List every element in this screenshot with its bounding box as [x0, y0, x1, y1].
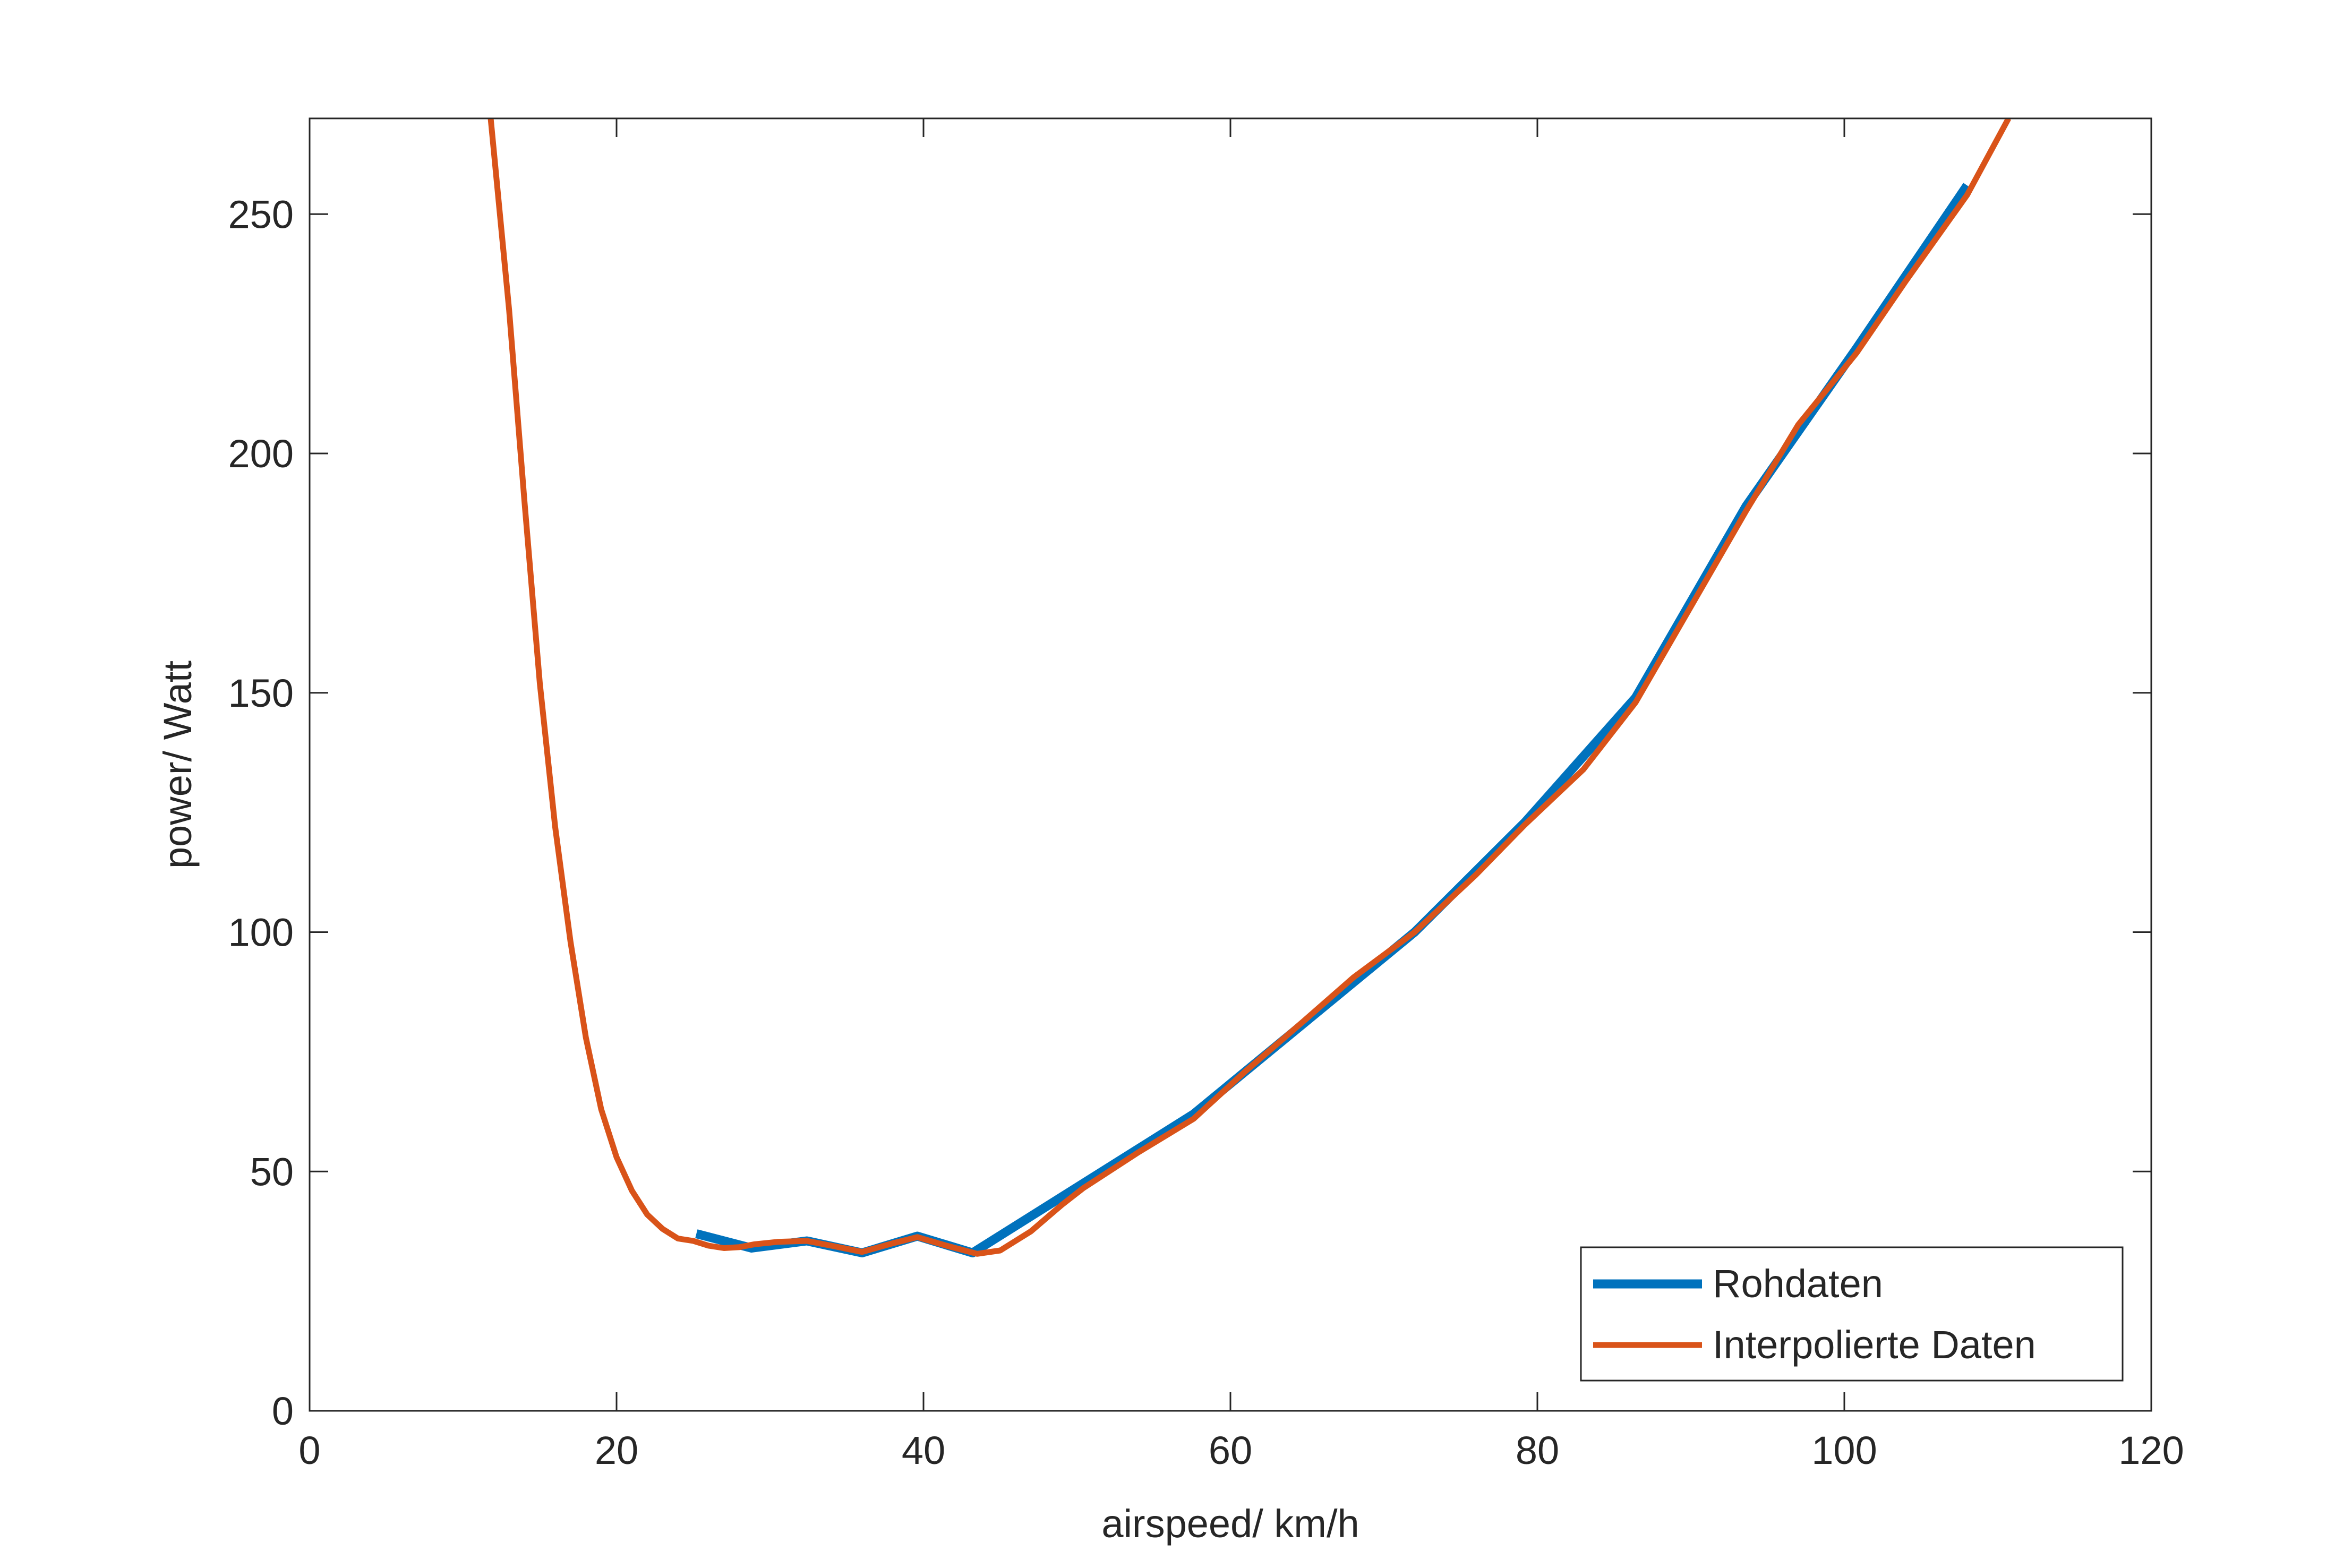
legend: Rohdaten Interpolierte Daten: [1580, 1246, 2124, 1382]
series-line-rohdaten: [695, 183, 1971, 1257]
legend-label-interpolierte-daten: Interpolierte Daten: [1713, 1323, 2036, 1367]
ticks-layer: 0 20 40 60 80 100 120 0 50 100 150 200 250: [228, 118, 2184, 1472]
x-tick-label: 20: [595, 1428, 638, 1472]
series-line-interpolierte-daten: [487, 118, 2012, 1257]
x-tick-label: 100: [1811, 1428, 1877, 1472]
y-tick-label: 150: [228, 671, 294, 715]
axes-box: [309, 117, 2152, 1412]
y-tick-label: 50: [250, 1150, 294, 1194]
x-tick-label: 40: [902, 1428, 945, 1472]
x-tick-label: 80: [1516, 1428, 1559, 1472]
y-axis-label: power/ Watt: [156, 661, 200, 869]
x-tick-label: 0: [298, 1428, 320, 1472]
x-tick-label: 60: [1209, 1428, 1252, 1472]
series-layer: [487, 118, 2012, 1257]
legend-box: [1580, 1246, 2124, 1382]
y-tick-label: 200: [228, 432, 294, 476]
y-tick-label: 0: [272, 1389, 294, 1433]
y-tick-label: 250: [228, 192, 294, 236]
x-tick-label: 120: [2118, 1428, 2184, 1472]
y-tick-label: 100: [228, 911, 294, 955]
x-axis-label: airspeed/ km/h: [1101, 1502, 1359, 1546]
legend-label-rohdaten: Rohdaten: [1713, 1262, 1883, 1306]
